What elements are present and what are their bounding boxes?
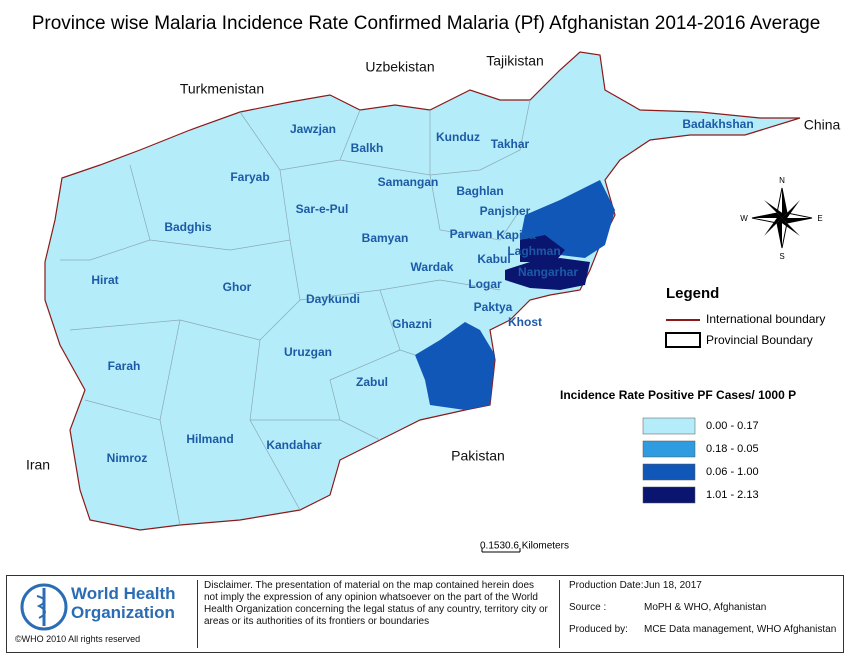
copyright: ©WHO 2010 All rights reserved xyxy=(15,634,141,644)
province-label: Daykundi xyxy=(306,292,360,306)
province-label: Khost xyxy=(508,315,542,329)
compass: N S E W xyxy=(740,176,822,261)
province-label: Ghazni xyxy=(392,317,432,331)
legend-bin-label: 0.00 - 0.17 xyxy=(706,420,759,432)
info-value: MoPH & WHO, Afghanistan xyxy=(644,602,767,613)
province-label: Hilmand xyxy=(186,432,233,446)
region-shade xyxy=(505,258,590,290)
info-value: MCE Data management, WHO Afghanistan xyxy=(644,624,837,635)
compass-label: N xyxy=(779,176,785,185)
title: Province wise Malaria Incidence Rate Con… xyxy=(32,13,821,34)
province-label: Takhar xyxy=(491,137,530,151)
legend-swatch xyxy=(642,440,696,458)
province-label: Balkh xyxy=(351,141,384,155)
footer: World Health Organization ©WHO 2010 All … xyxy=(6,575,844,653)
legend-label: International boundary xyxy=(706,312,825,326)
province-label: Kunduz xyxy=(436,130,480,144)
province-label: Samangan xyxy=(378,175,439,189)
province-label: Farah xyxy=(108,359,141,373)
province-label: Baghlan xyxy=(456,184,503,198)
province-label: Badakhshan xyxy=(682,117,753,131)
country-label: Iran xyxy=(26,457,50,473)
logo: World Health Organization ©WHO 2010 All … xyxy=(15,580,190,648)
legend-title: Legend xyxy=(666,285,719,302)
logo-text: World Health xyxy=(71,584,176,603)
province-label: Hirat xyxy=(91,273,118,287)
country-label: Tajikistan xyxy=(486,53,544,69)
country-label: Pakistan xyxy=(451,448,505,464)
compass-label: W xyxy=(740,214,748,223)
province-label: Jawzjan xyxy=(290,122,336,136)
info-value: Jun 18, 2017 xyxy=(644,580,702,591)
info-row: Produced by: MCE Data management, WHO Afg… xyxy=(569,624,841,646)
info-label: Source : xyxy=(569,602,607,613)
logo-emblem xyxy=(20,583,68,631)
country-label: Uzbekistan xyxy=(365,59,434,75)
province-label: Badghis xyxy=(164,220,212,234)
province-label: Panjsher xyxy=(480,204,531,218)
info-row: Production Date: Jun 18, 2017 xyxy=(569,580,841,602)
legend-subtitle: Incidence Rate Positive PF Cases/ 1000 P xyxy=(560,388,796,402)
country-label: Turkmenistan xyxy=(180,81,264,97)
province-label: Parwan xyxy=(450,227,493,241)
compass-label: S xyxy=(779,252,784,261)
province-label: Wardak xyxy=(411,260,454,274)
province-label: Laghman xyxy=(507,244,560,258)
legend-bin-label: 1.01 - 2.13 xyxy=(706,489,759,501)
info-label: Produced by: xyxy=(569,624,628,635)
legend-swatch xyxy=(642,463,696,481)
legend-bin-label: 0.06 - 1.00 xyxy=(706,466,759,478)
province-label: Kapisa xyxy=(496,228,536,242)
scale-label: 0.1530.6 Kilometers xyxy=(480,541,569,552)
province-label: Uruzgan xyxy=(284,345,332,359)
region-shade xyxy=(520,235,565,262)
province-label: Nimroz xyxy=(107,451,148,465)
legend-box xyxy=(665,332,701,348)
legend-swatch xyxy=(642,486,696,504)
province-label: Logar xyxy=(468,277,502,291)
info-label: Production Date: xyxy=(569,580,644,591)
country-label: China xyxy=(804,117,841,133)
legend-bin-label: 0.18 - 0.05 xyxy=(706,443,759,455)
province-label: Bamyan xyxy=(362,231,409,245)
logo-text: Organization xyxy=(71,603,175,622)
region-shade xyxy=(415,322,495,410)
info-row: Source : MoPH & WHO, Afghanistan xyxy=(569,602,841,624)
scale-bar xyxy=(481,548,521,553)
province-label: Ghor xyxy=(223,280,252,294)
province-label: Zabul xyxy=(356,375,388,389)
compass-label: E xyxy=(817,214,822,223)
disclaimer: Disclaimer. The presentation of material… xyxy=(197,580,560,648)
province-label: Kabul xyxy=(477,252,510,266)
province-label: Faryab xyxy=(230,170,269,184)
province-label: Nangarhar xyxy=(518,265,578,279)
province-label: Sar-e-Pul xyxy=(296,202,349,216)
province-label: Paktya xyxy=(474,300,513,314)
production-info: Production Date: Jun 18, 2017 Source : MoPH… xyxy=(569,580,841,646)
province-label: Kandahar xyxy=(266,438,322,452)
map: Province wise Malaria Incidence Rate Con… xyxy=(26,13,841,553)
legend-label: Provincial Boundary xyxy=(706,333,813,347)
legend-swatch xyxy=(642,417,696,435)
province-boundaries xyxy=(60,99,531,526)
